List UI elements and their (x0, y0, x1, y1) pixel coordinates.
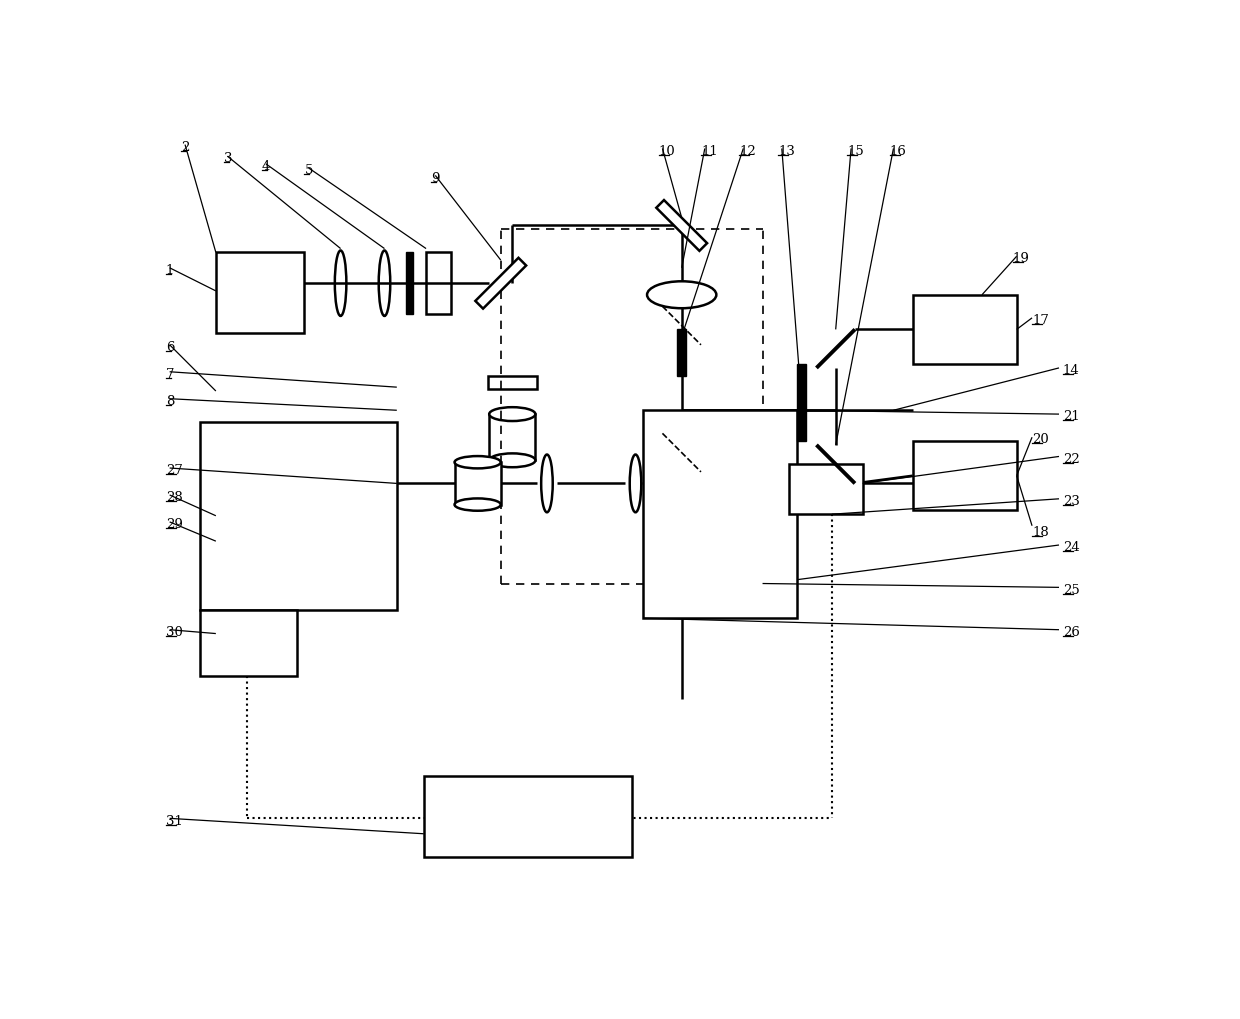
Text: 9: 9 (432, 171, 440, 184)
Text: 11: 11 (701, 145, 718, 158)
Text: 2: 2 (181, 141, 190, 154)
Bar (216, 253, 304, 333)
Text: 28: 28 (166, 491, 182, 504)
Ellipse shape (455, 498, 501, 511)
Text: 10: 10 (658, 145, 676, 158)
Text: 8: 8 (166, 394, 174, 408)
Text: 19: 19 (1013, 253, 1029, 265)
Text: 16: 16 (889, 145, 906, 158)
Bar (424, 776, 631, 857)
Text: 1: 1 (166, 264, 174, 277)
Text: 23: 23 (1063, 495, 1080, 507)
Ellipse shape (647, 497, 717, 524)
Text: 5: 5 (304, 164, 312, 177)
Bar (644, 411, 797, 619)
Text: 30: 30 (166, 626, 182, 639)
Ellipse shape (541, 454, 553, 513)
Text: 21: 21 (1063, 411, 1080, 423)
Text: 20: 20 (1032, 433, 1049, 446)
Ellipse shape (647, 281, 717, 308)
Bar (405, 253, 413, 314)
Ellipse shape (490, 453, 536, 468)
Polygon shape (475, 258, 526, 309)
Text: 24: 24 (1063, 541, 1080, 554)
Text: 14: 14 (1063, 364, 1080, 377)
Bar (487, 376, 537, 389)
Bar (490, 414, 536, 461)
Polygon shape (656, 200, 707, 251)
Ellipse shape (335, 251, 346, 316)
Text: 12: 12 (739, 145, 756, 158)
Text: 13: 13 (777, 145, 795, 158)
Text: 26: 26 (1063, 626, 1080, 639)
Bar (677, 329, 686, 376)
Text: 15: 15 (847, 145, 864, 158)
Bar (913, 441, 1017, 511)
Text: 6: 6 (166, 341, 175, 354)
Bar (455, 463, 501, 504)
Text: 17: 17 (1032, 314, 1049, 327)
Bar (790, 465, 863, 515)
Text: 29: 29 (166, 518, 182, 531)
Ellipse shape (630, 454, 641, 513)
Bar (913, 294, 1017, 364)
Text: 25: 25 (1063, 584, 1080, 596)
Bar (797, 364, 806, 441)
Text: 3: 3 (223, 152, 232, 165)
Ellipse shape (378, 251, 391, 316)
Text: 7: 7 (166, 368, 175, 381)
Text: 22: 22 (1063, 452, 1080, 466)
Text: 4: 4 (262, 160, 270, 173)
Bar (201, 610, 296, 676)
Text: 18: 18 (1032, 526, 1049, 539)
Text: 27: 27 (166, 465, 182, 477)
Bar (427, 253, 450, 314)
Ellipse shape (490, 408, 536, 421)
Bar (201, 422, 397, 610)
Text: 31: 31 (166, 814, 182, 827)
Ellipse shape (455, 457, 501, 469)
